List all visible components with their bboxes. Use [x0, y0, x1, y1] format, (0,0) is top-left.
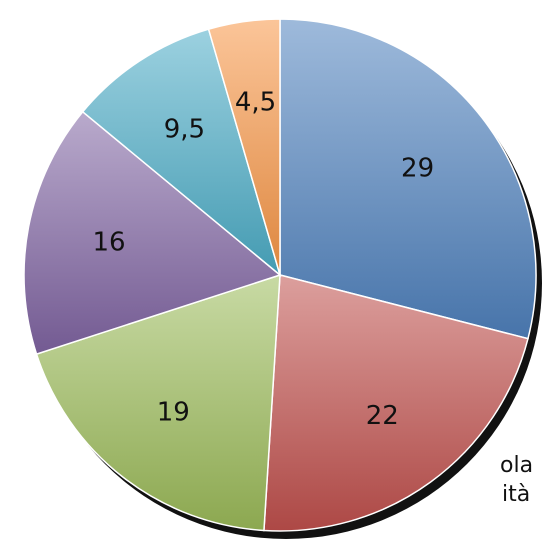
cut-off-text-line-2: ità	[502, 482, 531, 507]
pie-slice-22	[263, 274, 529, 532]
slice-label-19: 19	[157, 398, 190, 428]
slice-label-29: 29	[401, 153, 434, 183]
pie-slice-16	[23, 110, 282, 356]
pie-slice-9-5	[81, 28, 282, 278]
slice-label-22: 22	[366, 401, 399, 431]
pie-slice-4-5	[207, 18, 281, 276]
slice-label-9-5: 9,5	[164, 115, 205, 145]
slice-label-16: 16	[92, 227, 125, 257]
pie-slice-19	[35, 273, 281, 532]
pie-slices	[23, 18, 537, 532]
pie-labels: 29 22 19 16 9,5 4,5	[92, 88, 434, 431]
cut-off-text-line-1: ola	[500, 453, 534, 478]
pie-slice-29	[279, 18, 537, 340]
slice-label-4-5: 4,5	[235, 88, 276, 118]
